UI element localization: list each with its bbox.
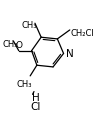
Text: CH₃: CH₃ (22, 21, 38, 30)
Text: CH₂Cl: CH₂Cl (71, 29, 94, 38)
Text: CH₃: CH₃ (2, 40, 18, 48)
Text: H: H (32, 92, 39, 102)
Text: N: N (66, 49, 74, 59)
Text: CH₃: CH₃ (17, 79, 32, 88)
Text: Cl: Cl (31, 101, 41, 111)
Text: O: O (16, 41, 23, 50)
